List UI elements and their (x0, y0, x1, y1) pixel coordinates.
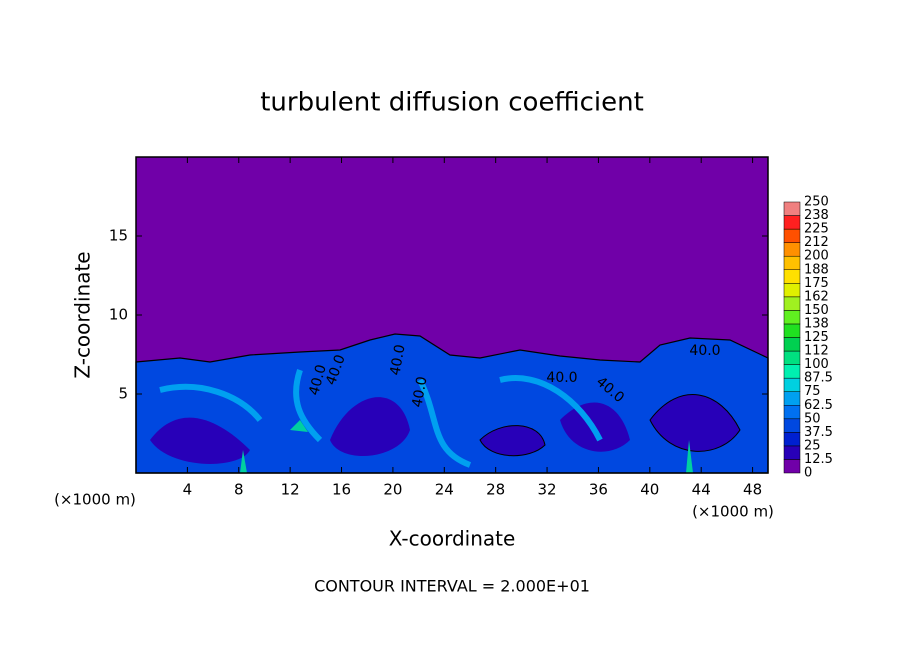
colorbar-swatch (783, 269, 801, 284)
colorbar-label: 62.5 (804, 398, 833, 413)
colorbar-label: 138 (804, 316, 829, 331)
colorbar-swatch (783, 445, 801, 460)
field-streak (159, 369, 603, 468)
footer: CONTOUR INTERVAL = 2.000E+01 (314, 577, 590, 596)
contour-label: 40.0 (546, 370, 577, 386)
chart-title: turbulent diffusion coefficient (260, 88, 644, 118)
colorbar-label: 25 (804, 438, 821, 453)
colorbar-swatch (783, 255, 801, 271)
field (135, 157, 769, 474)
colorbar-swatch (783, 377, 801, 392)
x-tick-label: 4 (183, 481, 193, 499)
colorbar-swatch (783, 323, 801, 338)
colorbar-swatch (783, 405, 801, 420)
colorbar-label: 200 (804, 249, 829, 264)
x-tick-label: 36 (589, 481, 608, 499)
x-tick-label: 24 (435, 481, 454, 499)
colorbar-swatch (783, 228, 801, 243)
x-tick-label: 12 (281, 481, 300, 499)
field-blob (330, 397, 410, 457)
contour-label: 40.0 (409, 375, 430, 408)
colorbar-label: 162 (804, 289, 829, 304)
x-tick-label: 32 (538, 481, 557, 499)
x-unit-label: (×1000 m) (54, 491, 136, 509)
x-tick-label: 20 (383, 481, 402, 499)
colorbar-swatch (783, 364, 801, 379)
colorbar-label: 150 (804, 303, 829, 318)
colorbar-swatch (783, 201, 801, 216)
y-tick-label: 5 (118, 385, 128, 403)
field-blob (479, 425, 546, 457)
colorbar-label: 12.5 (804, 452, 833, 467)
colorbar-swatch (783, 310, 801, 325)
colorbar-label: 188 (804, 262, 829, 277)
colorbar-swatch (783, 459, 801, 474)
colorbar-swatch (783, 215, 801, 230)
contour-label: 40.0 (689, 343, 720, 359)
colorbar-label: 250 (804, 195, 829, 210)
y-tick-label: 15 (109, 227, 128, 245)
colorbar-label: 238 (804, 208, 829, 223)
x-tick-label: 8 (234, 481, 244, 499)
colorbar-swatch (783, 432, 801, 447)
colorbar-label: 37.5 (804, 425, 833, 440)
colorbar-swatch (783, 337, 801, 352)
x-tick-label: 28 (486, 481, 505, 499)
colorbar-swatch (783, 391, 801, 406)
x-tick-label: 40 (640, 481, 659, 499)
colorbar-label: 125 (804, 330, 829, 345)
colorbar-swatch (783, 418, 801, 433)
field-blob (150, 417, 250, 464)
y-tick-label: 10 (109, 306, 128, 324)
colorbar-label: 175 (804, 276, 829, 291)
field-blob (649, 394, 741, 452)
colorbar-label: 87.5 (804, 371, 833, 386)
x-tick-label: 44 (692, 481, 711, 499)
colorbar-label: 50 (804, 411, 821, 426)
contour-label: 40.0 (387, 343, 408, 376)
colorbar-label: 225 (804, 222, 829, 237)
x-tick-label: 48 (743, 481, 762, 499)
colorbar-label: 112 (804, 344, 829, 359)
colorbar-label: 75 (804, 384, 821, 399)
x-unit-label: (×1000 m) (692, 503, 774, 521)
colorbar-swatch (783, 283, 801, 298)
colorbar-swatch (783, 242, 801, 257)
colorbar-label: 0 (804, 466, 812, 481)
colorbar-label: 212 (804, 235, 829, 250)
y-axis-title: Z-coordinate (71, 251, 95, 378)
colorbar-label: 100 (804, 357, 829, 372)
colorbar-swatch (783, 350, 801, 365)
x-tick-label: 16 (332, 481, 351, 499)
x-axis-title: X-coordinate (389, 527, 516, 551)
contour-label: 40.0 (306, 363, 330, 397)
colorbar-swatch (783, 296, 801, 311)
